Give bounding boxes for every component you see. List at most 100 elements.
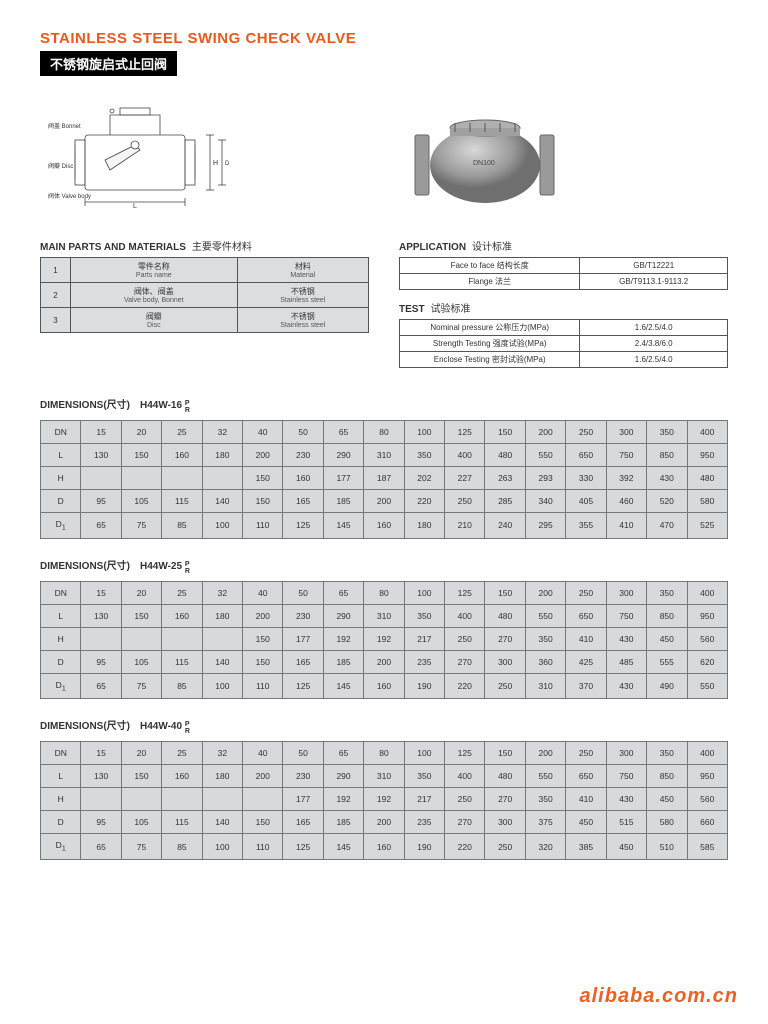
dim-cell: 130 (81, 444, 121, 467)
dim-row-label: D1 (41, 513, 81, 539)
dim-cell: 550 (525, 765, 565, 788)
dim-cell: 300 (606, 581, 646, 604)
dim-cell: 510 (647, 834, 687, 860)
label-body: 阀体 Valve body (48, 192, 91, 200)
dim-cell: 850 (647, 604, 687, 627)
dim-cell: 75 (121, 673, 161, 699)
dim-cell: 50 (283, 742, 323, 765)
parts-table: 1 零件名称Parts name 材料Material 2 阀体、阀盖Valve… (40, 257, 369, 333)
dim-cell: 310 (364, 604, 404, 627)
dim-cell: 400 (687, 581, 728, 604)
dim-cell: 450 (606, 834, 646, 860)
parts-cell: 不锈钢Stainless steel (237, 283, 368, 308)
dim-cell: 110 (243, 834, 283, 860)
dim-cell: 85 (162, 673, 202, 699)
dim-cell: 350 (647, 742, 687, 765)
std-cell: GB/T9113.1-9113.2 (580, 274, 728, 290)
dim-row-label: L (41, 765, 81, 788)
dim-cell: 263 (485, 467, 525, 490)
dim-cell: 285 (485, 490, 525, 513)
dim-cell: 145 (323, 673, 363, 699)
dim-cell: 130 (81, 604, 121, 627)
dim-cell: 250 (445, 788, 485, 811)
dim-cell: 110 (243, 513, 283, 539)
label-bonnet: 阀盖 Bonnet (48, 122, 81, 130)
dim-cell: 340 (525, 490, 565, 513)
dim-row-label: H (41, 467, 81, 490)
dim-cell: 217 (404, 627, 444, 650)
dim-cell: 180 (202, 604, 242, 627)
dim-D-label: D (225, 161, 230, 167)
dim-cell: 217 (404, 788, 444, 811)
dim-cell (121, 627, 161, 650)
dim-cell: 200 (525, 581, 565, 604)
dim-cell: 370 (566, 673, 606, 699)
dim-cell: 165 (283, 811, 323, 834)
dim-cell: 192 (364, 788, 404, 811)
dim-cell: 525 (687, 513, 728, 539)
dim-row-label: DN (41, 421, 81, 444)
dim-cell: 400 (445, 765, 485, 788)
title-chinese: 不锈钢旋启式止回阀 (40, 51, 177, 76)
dim-cell: 230 (283, 444, 323, 467)
dim-cell: 520 (647, 490, 687, 513)
dim-cell: 150 (243, 490, 283, 513)
dim-cell: 400 (687, 421, 728, 444)
dim-cell: 65 (81, 834, 121, 860)
dim-cell: 100 (404, 742, 444, 765)
dim-cell: 200 (243, 604, 283, 627)
dim-cell: 220 (445, 834, 485, 860)
dim-cell (81, 627, 121, 650)
dim-cell: 105 (121, 650, 161, 673)
dim-row-label: DN (41, 581, 81, 604)
parts-col-mat-hdr: 材料Material (237, 258, 368, 283)
dim-cell: 300 (485, 650, 525, 673)
dim-cell: 750 (606, 604, 646, 627)
dim-cell: 235 (404, 811, 444, 834)
dim-cell (81, 467, 121, 490)
dim-cell: 450 (647, 788, 687, 811)
dim-cell: 150 (243, 467, 283, 490)
dim-cell: 300 (485, 811, 525, 834)
dim-cell: 150 (485, 742, 525, 765)
dim-cell: 160 (364, 513, 404, 539)
dim-cell: 950 (687, 604, 728, 627)
dim-cell: 50 (283, 581, 323, 604)
dim-cell: 310 (364, 444, 404, 467)
dim-cell: 270 (445, 650, 485, 673)
application-heading: APPLICATION设计标准 (399, 238, 728, 253)
dim-row-label: L (41, 604, 81, 627)
dim-cell: 177 (323, 467, 363, 490)
parts-cell: 阀体、阀盖Valve body, Bonnet (71, 283, 238, 308)
dim-cell: 180 (202, 444, 242, 467)
dim-cell: 165 (283, 650, 323, 673)
dim-cell (162, 627, 202, 650)
dim-cell: 350 (525, 788, 565, 811)
dim-cell: 430 (647, 467, 687, 490)
dim-cell: 355 (566, 513, 606, 539)
dim-cell: 32 (202, 742, 242, 765)
dim-row-label: D (41, 650, 81, 673)
dim-cell: 270 (485, 627, 525, 650)
dim-cell: 15 (81, 742, 121, 765)
dim-cell: 350 (404, 444, 444, 467)
dim-cell (243, 788, 283, 811)
dimensions-heading: DIMENSIONS(尺寸)H44W-40 PR (40, 717, 728, 735)
dim-cell: 100 (202, 834, 242, 860)
std-cell: Nominal pressure 公称压力(MPa) (400, 320, 580, 336)
dim-cell: 40 (243, 742, 283, 765)
dim-H-label: H (213, 160, 218, 167)
dim-cell: 400 (445, 444, 485, 467)
dim-cell: 185 (323, 650, 363, 673)
dim-cell: 95 (81, 490, 121, 513)
dim-cell: 350 (525, 627, 565, 650)
dim-cell: 200 (525, 421, 565, 444)
dim-row-label: D1 (41, 834, 81, 860)
dim-cell: 850 (647, 444, 687, 467)
dim-cell: 32 (202, 581, 242, 604)
parts-heading: MAIN PARTS AND MATERIALS主要零件材料 (40, 238, 369, 253)
dimensions-heading: DIMENSIONS(尺寸)H44W-25 PR (40, 557, 728, 575)
std-cell: 1.6/2.5/4.0 (580, 320, 728, 336)
parts-row-num: 2 (41, 283, 71, 308)
dim-cell: 240 (485, 513, 525, 539)
